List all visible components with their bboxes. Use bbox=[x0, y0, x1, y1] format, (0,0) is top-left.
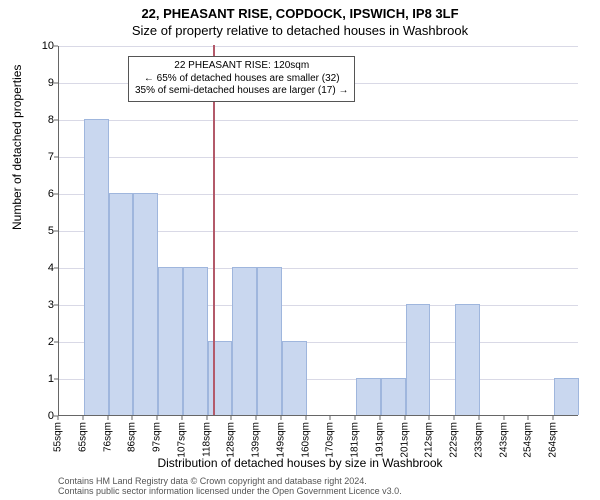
x-tick-label: 222sqm bbox=[449, 422, 460, 458]
y-tick-mark bbox=[54, 120, 58, 121]
chart-title-line1: 22, PHEASANT RISE, COPDOCK, IPSWICH, IP8… bbox=[0, 6, 600, 21]
x-tick-label: 65sqm bbox=[77, 422, 88, 452]
x-tick-label: 264sqm bbox=[548, 422, 559, 458]
y-tick-mark bbox=[54, 305, 58, 306]
x-tick-mark bbox=[280, 416, 281, 420]
x-tick-label: 170sqm bbox=[325, 422, 336, 458]
y-tick-label: 5 bbox=[40, 225, 54, 237]
gridline bbox=[59, 157, 578, 158]
x-tick-mark bbox=[355, 416, 356, 420]
x-tick-label: 191sqm bbox=[374, 422, 385, 458]
y-tick-label: 0 bbox=[40, 410, 54, 422]
gridline bbox=[59, 46, 578, 47]
y-tick-mark bbox=[54, 83, 58, 84]
y-tick-label: 7 bbox=[40, 151, 54, 163]
y-tick-label: 3 bbox=[40, 299, 54, 311]
x-tick-mark bbox=[528, 416, 529, 420]
x-tick-label: 181sqm bbox=[350, 422, 361, 458]
x-tick-label: 254sqm bbox=[523, 422, 534, 458]
x-tick-mark bbox=[256, 416, 257, 420]
histogram-bar bbox=[406, 304, 431, 415]
x-tick-mark bbox=[454, 416, 455, 420]
histogram-bar bbox=[109, 193, 134, 415]
x-tick-mark bbox=[503, 416, 504, 420]
x-tick-mark bbox=[231, 416, 232, 420]
x-tick-label: 243sqm bbox=[498, 422, 509, 458]
x-axis-label: Distribution of detached houses by size … bbox=[0, 456, 600, 470]
footer-line1: Contains HM Land Registry data © Crown c… bbox=[58, 476, 402, 486]
x-tick-label: 55sqm bbox=[53, 422, 64, 452]
x-tick-mark bbox=[82, 416, 83, 420]
y-tick-mark bbox=[54, 46, 58, 47]
x-tick-label: 118sqm bbox=[201, 422, 212, 457]
histogram-bar bbox=[133, 193, 158, 415]
chart-title-line2: Size of property relative to detached ho… bbox=[0, 23, 600, 38]
histogram-bar bbox=[257, 267, 282, 415]
histogram-bar bbox=[208, 341, 233, 415]
y-tick-mark bbox=[54, 157, 58, 158]
plot-area bbox=[58, 46, 578, 416]
x-tick-label: 97sqm bbox=[152, 422, 163, 452]
y-tick-mark bbox=[54, 379, 58, 380]
x-tick-label: 212sqm bbox=[424, 422, 435, 458]
x-tick-label: 149sqm bbox=[275, 422, 286, 458]
x-tick-mark bbox=[379, 416, 380, 420]
annotation-line1: 22 PHEASANT RISE: 120sqm bbox=[135, 60, 348, 73]
x-tick-mark bbox=[107, 416, 108, 420]
x-tick-mark bbox=[330, 416, 331, 420]
histogram-bar bbox=[232, 267, 257, 415]
x-tick-mark bbox=[553, 416, 554, 420]
x-tick-mark bbox=[132, 416, 133, 420]
x-tick-label: 76sqm bbox=[102, 422, 113, 452]
x-tick-label: 128sqm bbox=[226, 422, 237, 458]
x-tick-mark bbox=[429, 416, 430, 420]
annotation-line2: ← 65% of detached houses are smaller (32… bbox=[135, 73, 348, 86]
y-tick-label: 2 bbox=[40, 336, 54, 348]
x-tick-mark bbox=[157, 416, 158, 420]
x-tick-mark bbox=[404, 416, 405, 420]
y-tick-mark bbox=[54, 342, 58, 343]
x-tick-label: 139sqm bbox=[251, 422, 262, 458]
x-tick-mark bbox=[305, 416, 306, 420]
x-tick-mark bbox=[478, 416, 479, 420]
x-tick-label: 233sqm bbox=[473, 422, 484, 458]
y-tick-label: 9 bbox=[40, 77, 54, 89]
x-tick-mark bbox=[181, 416, 182, 420]
y-tick-mark bbox=[54, 231, 58, 232]
histogram-bar bbox=[158, 267, 183, 415]
annotation-line3: 35% of semi-detached houses are larger (… bbox=[135, 85, 348, 98]
x-tick-mark bbox=[58, 416, 59, 420]
y-tick-label: 10 bbox=[40, 40, 54, 52]
y-tick-mark bbox=[54, 194, 58, 195]
footer-line2: Contains public sector information licen… bbox=[58, 486, 402, 496]
y-tick-mark bbox=[54, 268, 58, 269]
x-tick-label: 201sqm bbox=[399, 422, 410, 458]
histogram-bar bbox=[381, 378, 406, 415]
gridline bbox=[59, 120, 578, 121]
y-tick-label: 4 bbox=[40, 262, 54, 274]
chart-container: 22, PHEASANT RISE, COPDOCK, IPSWICH, IP8… bbox=[0, 0, 600, 500]
y-axis-label: Number of detached properties bbox=[10, 65, 24, 230]
footer-text: Contains HM Land Registry data © Crown c… bbox=[58, 476, 402, 497]
histogram-bar bbox=[455, 304, 480, 415]
annotation-box: 22 PHEASANT RISE: 120sqm ← 65% of detach… bbox=[128, 56, 355, 102]
x-tick-label: 107sqm bbox=[176, 422, 187, 458]
x-tick-label: 86sqm bbox=[127, 422, 138, 452]
y-tick-label: 6 bbox=[40, 188, 54, 200]
histogram-bar bbox=[183, 267, 208, 415]
x-tick-label: 160sqm bbox=[300, 422, 311, 458]
histogram-bar bbox=[282, 341, 307, 415]
histogram-bar bbox=[554, 378, 579, 415]
histogram-bar bbox=[356, 378, 381, 415]
y-tick-label: 1 bbox=[40, 373, 54, 385]
y-tick-label: 8 bbox=[40, 114, 54, 126]
histogram-bar bbox=[84, 119, 109, 415]
x-tick-mark bbox=[206, 416, 207, 420]
